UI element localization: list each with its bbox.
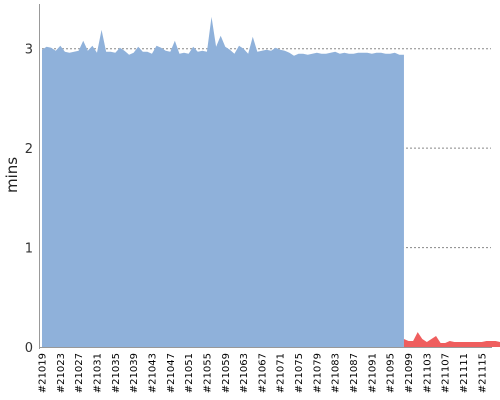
y-tick-label: 3 (25, 43, 33, 58)
x-tick-label: #21027 (74, 353, 85, 393)
x-tick-label: #21059 (221, 353, 232, 393)
x-tick-label: #21107 (441, 353, 452, 393)
y-tick-labels: 0 1 2 3 (25, 43, 33, 356)
x-tick-label: #21071 (276, 353, 287, 393)
x-tick-label: #21075 (294, 353, 305, 393)
x-tick-label: #21043 (147, 353, 158, 393)
series-area-2 (403, 332, 500, 347)
x-tick-label: #21095 (386, 353, 397, 393)
y-tick-label: 0 (25, 341, 33, 356)
x-tick-label: #21035 (111, 353, 122, 393)
x-tick-label: #21051 (184, 353, 195, 393)
y-tick-label: 2 (25, 142, 33, 157)
x-tick-label: #21099 (404, 353, 415, 393)
x-tick-label: #21115 (477, 353, 488, 393)
x-tick-label: #21031 (92, 353, 103, 393)
x-tick-label: #21055 (202, 353, 213, 393)
x-tick-label: #21039 (129, 353, 140, 393)
x-tick-label: #21019 (38, 353, 49, 393)
axis-layer (39, 4, 492, 349)
y-axis-label: mins (3, 157, 21, 193)
x-tick-label: #21103 (422, 353, 433, 393)
x-tick-label: #21023 (56, 353, 67, 393)
x-tick-label: #21067 (257, 353, 268, 393)
x-tick-label: #21083 (331, 353, 342, 393)
x-tick-label: #21087 (349, 353, 360, 393)
series-layer (42, 16, 500, 347)
x-tick-label: #21063 (239, 353, 250, 393)
x-tick-labels: #21019 #21023 #21027 #21031 #21035 #21039 #210… (38, 353, 489, 393)
x-tick-label: #21047 (166, 353, 177, 393)
x-tick-label: #21091 (367, 353, 378, 393)
y-tick-label: 1 (25, 242, 33, 257)
x-tick-label: #21111 (459, 353, 470, 393)
series-area-1 (42, 16, 404, 347)
x-tick-label: #21079 (312, 353, 323, 393)
